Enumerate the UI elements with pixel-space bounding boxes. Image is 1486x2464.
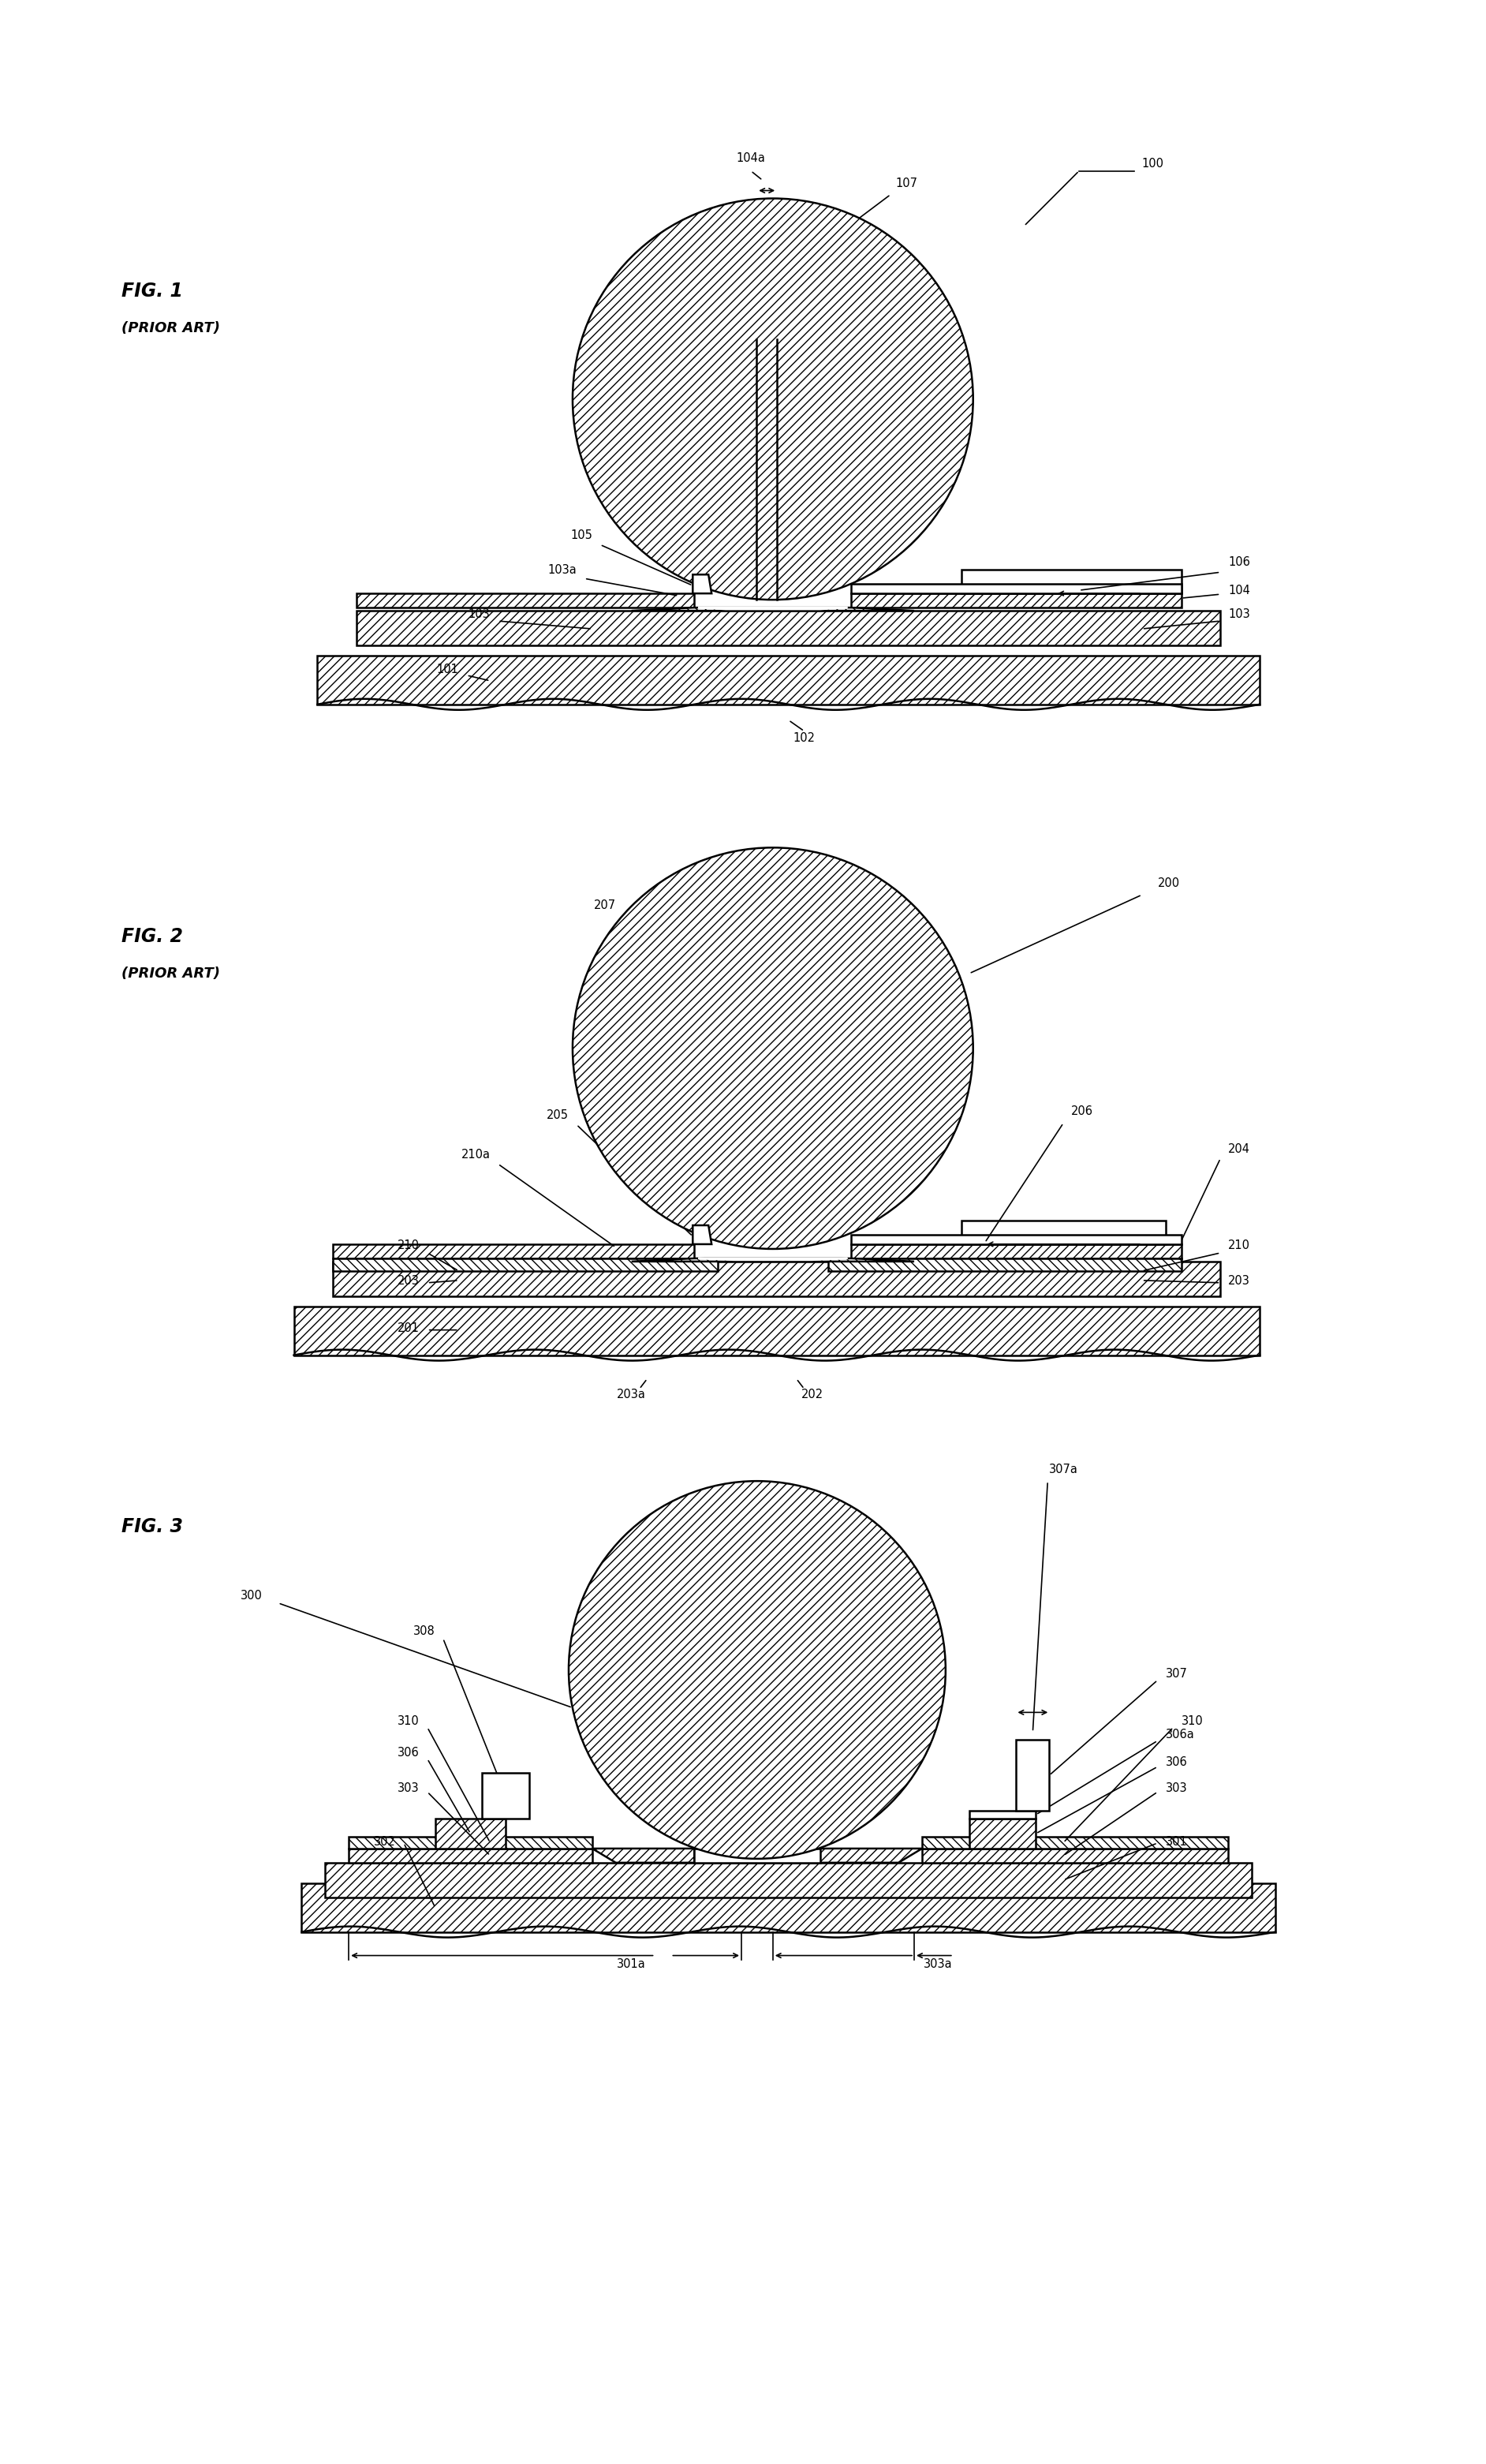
Text: 307: 307 [1165,1668,1187,1680]
Text: (PRIOR ART): (PRIOR ART) [120,966,220,981]
Bar [851,584,1181,594]
Bar [333,1262,1220,1296]
Bar [357,594,694,609]
Bar [921,1836,1229,1848]
Text: 103: 103 [1229,609,1250,621]
Text: 203: 203 [397,1274,419,1286]
Text: FIG. 1: FIG. 1 [120,281,183,301]
Text: 207: 207 [593,899,615,912]
Text: FIG. 3: FIG. 3 [120,1518,183,1535]
Text: 306a: 306a [1165,1730,1195,1740]
Bar [333,1259,718,1271]
Text: 310: 310 [1181,1715,1204,1727]
Text: 202: 202 [801,1390,823,1402]
Text: 308: 308 [413,1626,435,1636]
Text: 206: 206 [1071,1106,1094,1119]
Text: 310: 310 [398,1715,419,1727]
Text: 104: 104 [1229,584,1250,596]
Text: 103: 103 [468,609,490,621]
Bar [333,1244,694,1259]
Bar [349,1848,593,1863]
Polygon shape [632,1259,914,1262]
Text: 106: 106 [1229,557,1250,569]
Bar [969,1811,1036,1818]
Text: 302: 302 [374,1836,395,1848]
Circle shape [569,1481,945,1858]
Bar [851,1244,1181,1259]
Text: 303a: 303a [923,1959,953,1969]
Bar [435,1818,505,1848]
Bar [483,1774,529,1818]
Circle shape [572,848,973,1249]
Text: 210: 210 [397,1239,419,1252]
Polygon shape [820,1848,921,1863]
Text: (PRIOR ART): (PRIOR ART) [120,320,220,335]
Bar [357,611,1220,646]
Polygon shape [692,574,712,594]
Text: 205: 205 [547,1109,569,1121]
Text: 102: 102 [794,732,816,744]
Polygon shape [692,1225,712,1244]
Polygon shape [632,609,914,611]
Bar [302,1882,1275,1932]
Text: 203a: 203a [617,1390,646,1402]
Text: 303: 303 [1165,1781,1187,1794]
Polygon shape [593,1848,694,1863]
Text: 107: 107 [895,177,917,190]
Text: 200: 200 [1158,877,1180,890]
Text: 301b: 301b [666,1772,694,1781]
Bar [1016,1740,1049,1811]
Text: 101: 101 [437,663,459,675]
Bar [828,1259,1181,1271]
Bar [318,655,1260,705]
Text: 301a: 301a [617,1959,646,1969]
Bar [961,1220,1165,1244]
Text: 105: 105 [571,530,593,542]
Text: 306: 306 [398,1747,419,1759]
Text: 204: 204 [1229,1143,1250,1156]
Text: 210a: 210a [461,1148,490,1161]
Text: 210: 210 [1229,1239,1250,1252]
Bar [969,1818,1036,1848]
Text: 307a: 307a [1049,1464,1077,1476]
Text: 203: 203 [1229,1274,1250,1286]
Bar [921,1848,1229,1863]
Text: 104a: 104a [736,153,765,163]
Text: 306: 306 [1165,1757,1187,1769]
Text: 103a: 103a [547,564,577,577]
Bar [349,1836,593,1848]
Text: 201: 201 [397,1323,419,1333]
Text: 300: 300 [241,1589,263,1602]
Text: 307b: 307b [828,1781,857,1794]
Polygon shape [694,1848,820,1863]
Text: 309: 309 [660,1518,682,1530]
Bar [325,1863,1251,1897]
Text: 301: 301 [1165,1836,1187,1848]
Bar [851,594,1181,609]
Text: 100: 100 [1141,158,1164,170]
Bar [851,1234,1181,1244]
Bar [294,1306,1260,1355]
Circle shape [572,200,973,599]
Text: 303: 303 [398,1781,419,1794]
Bar [961,569,1181,594]
Text: FIG. 2: FIG. 2 [120,926,183,946]
